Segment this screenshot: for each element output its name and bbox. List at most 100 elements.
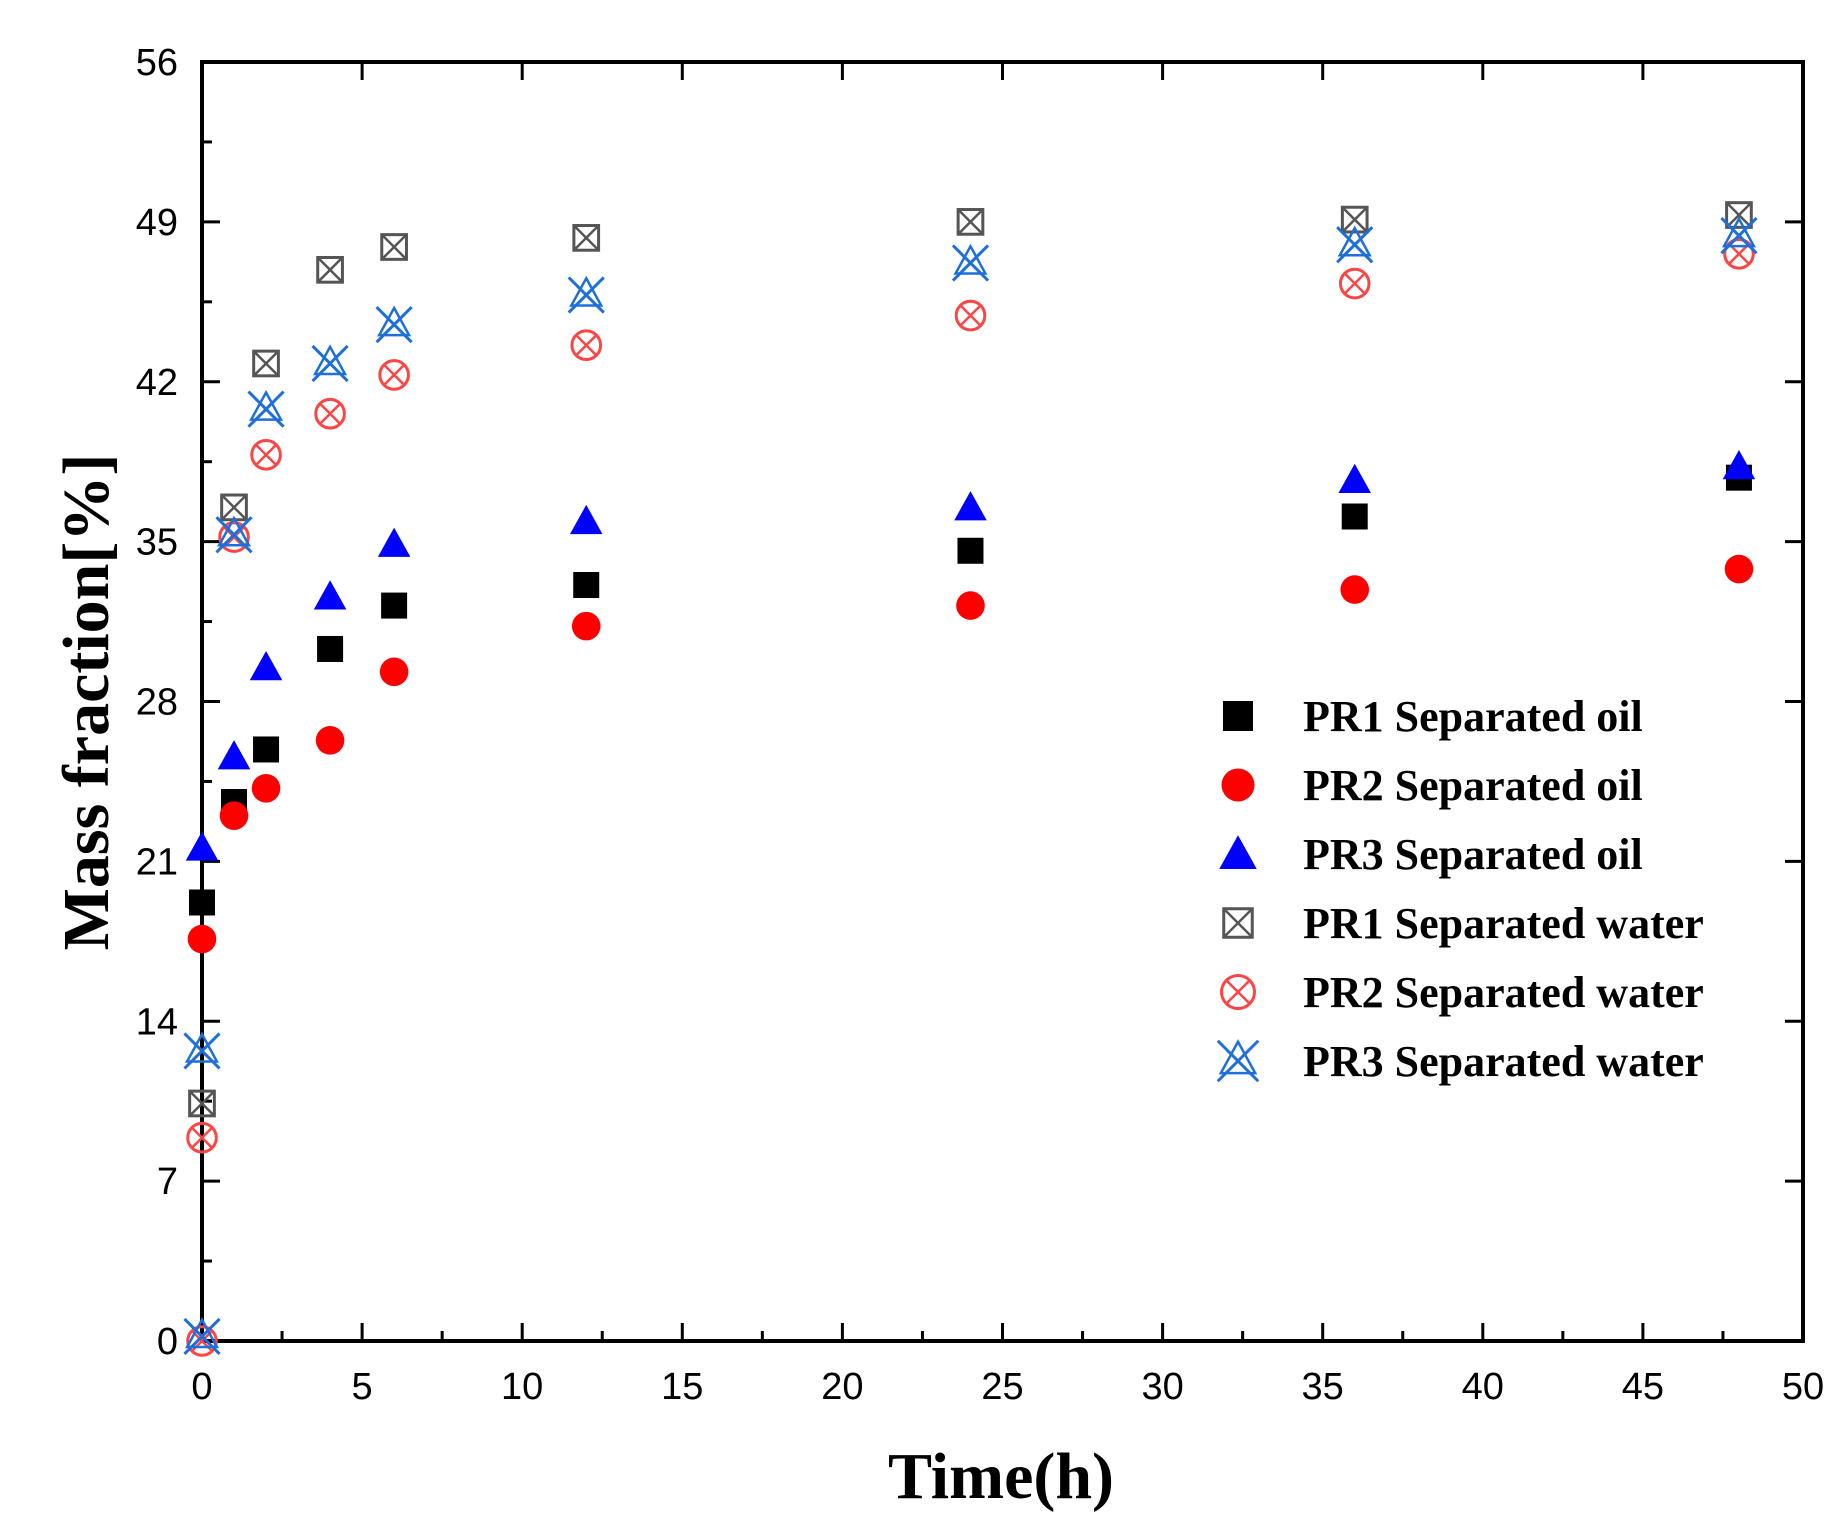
marker-triangle <box>1219 835 1257 869</box>
data-point <box>378 359 410 391</box>
marker-ring <box>1338 267 1371 300</box>
data-point <box>1722 450 1756 480</box>
x-tick-label: 0 <box>191 1366 212 1408</box>
y-tick-label: 56 <box>136 42 178 84</box>
data-point <box>315 726 345 755</box>
marker-triangle <box>1722 450 1756 480</box>
data-point <box>1338 463 1371 493</box>
marker-triangle <box>313 580 347 610</box>
marker-cross-b <box>575 334 598 357</box>
marker-cross-b <box>188 1090 216 1117</box>
data-point <box>250 439 282 471</box>
series-2 <box>187 554 1754 954</box>
marker-cross-b <box>1725 201 1753 229</box>
data-point <box>311 344 349 383</box>
data-points <box>183 201 1758 1357</box>
data-point <box>313 580 347 610</box>
marker-circle <box>1724 554 1754 584</box>
marker-cross-b <box>1341 206 1368 233</box>
x-tick-label: 50 <box>1782 1366 1824 1408</box>
marker-box <box>1725 201 1753 229</box>
marker-triangle <box>954 491 987 521</box>
marker-square <box>1223 701 1253 731</box>
data-point <box>314 397 346 430</box>
x-tick-label: 15 <box>661 1366 703 1408</box>
data-point <box>247 389 285 428</box>
x-tick-label: 30 <box>1141 1366 1183 1408</box>
data-point <box>183 1317 221 1356</box>
marker-triangle <box>377 527 411 557</box>
marker-box <box>1222 907 1254 939</box>
marker-square <box>317 635 344 662</box>
legend-marker <box>1221 768 1255 802</box>
data-point <box>185 831 219 861</box>
data-point <box>188 1089 216 1118</box>
series-6 <box>183 216 1758 1356</box>
legend-label: PR3 Separated water <box>1303 1037 1704 1086</box>
data-point <box>1336 225 1374 264</box>
data-point <box>379 657 409 687</box>
y-tick-label: 42 <box>136 362 178 404</box>
marker-triangle-outline <box>184 1317 220 1349</box>
legend-item: PR2 Separated oil <box>1221 761 1643 810</box>
data-point <box>1725 201 1753 229</box>
data-point <box>381 592 408 619</box>
marker-circle <box>571 611 601 641</box>
y-tick-label: 28 <box>136 682 178 724</box>
marker-circle <box>219 801 249 830</box>
data-point <box>956 208 985 236</box>
marker-box <box>956 208 985 236</box>
x-tick-label: 45 <box>1622 1366 1664 1408</box>
marker-circle <box>315 726 345 755</box>
data-point <box>251 773 281 803</box>
marker-triangle-outline <box>1337 225 1372 257</box>
marker-box <box>572 224 601 252</box>
marker-ring <box>186 1121 218 1154</box>
data-point <box>377 527 411 557</box>
x-tick-label: 5 <box>352 1366 373 1408</box>
data-point <box>253 736 280 763</box>
marker-triangle <box>249 650 283 681</box>
marker-square <box>573 572 600 599</box>
marker-box <box>316 255 344 284</box>
marker-ring <box>954 299 987 332</box>
marker-cross-b <box>252 350 280 377</box>
legend-marker <box>1220 974 1256 1010</box>
marker-triangle-outline <box>313 344 348 376</box>
data-point <box>1338 267 1371 300</box>
legend-marker <box>1219 835 1257 869</box>
legend-item: PR2 Separated water <box>1220 968 1704 1017</box>
data-point <box>249 650 283 681</box>
marker-circle <box>956 591 985 620</box>
data-point <box>569 504 603 535</box>
data-point <box>1341 503 1368 530</box>
marker-square <box>381 592 408 619</box>
marker-square <box>1341 503 1368 530</box>
marker-cross-b <box>316 256 344 284</box>
data-point <box>219 801 249 830</box>
axis-ticks: 0 5 10 15 20 25 30 35 40 45 50 0 7 14 21 28 35 42 49 56 <box>136 42 1824 1408</box>
marker-triangle-outline <box>569 275 604 307</box>
marker-ring <box>186 1325 218 1357</box>
marker-cross-b <box>255 443 277 466</box>
marker-cross-b <box>959 304 982 327</box>
legend-item: PR1 Separated oil <box>1223 692 1643 741</box>
data-point <box>187 924 217 954</box>
data-point <box>1340 205 1369 234</box>
series-3 <box>185 450 1756 861</box>
x-tick-label: 20 <box>821 1366 863 1408</box>
marker-box <box>1340 205 1369 234</box>
data-point <box>380 233 408 261</box>
legend-label: PR3 Separated oil <box>1303 830 1643 879</box>
marker-triangle <box>1338 463 1371 493</box>
data-point <box>186 1121 218 1154</box>
marker-circle <box>1221 768 1255 802</box>
marker-triangle <box>185 831 219 861</box>
legend-marker <box>1223 701 1253 731</box>
marker-cross-b <box>1216 1039 1260 1083</box>
data-point <box>567 275 605 314</box>
marker-cross-b <box>380 233 408 261</box>
data-point <box>217 740 251 770</box>
marker-ring <box>1723 238 1755 270</box>
